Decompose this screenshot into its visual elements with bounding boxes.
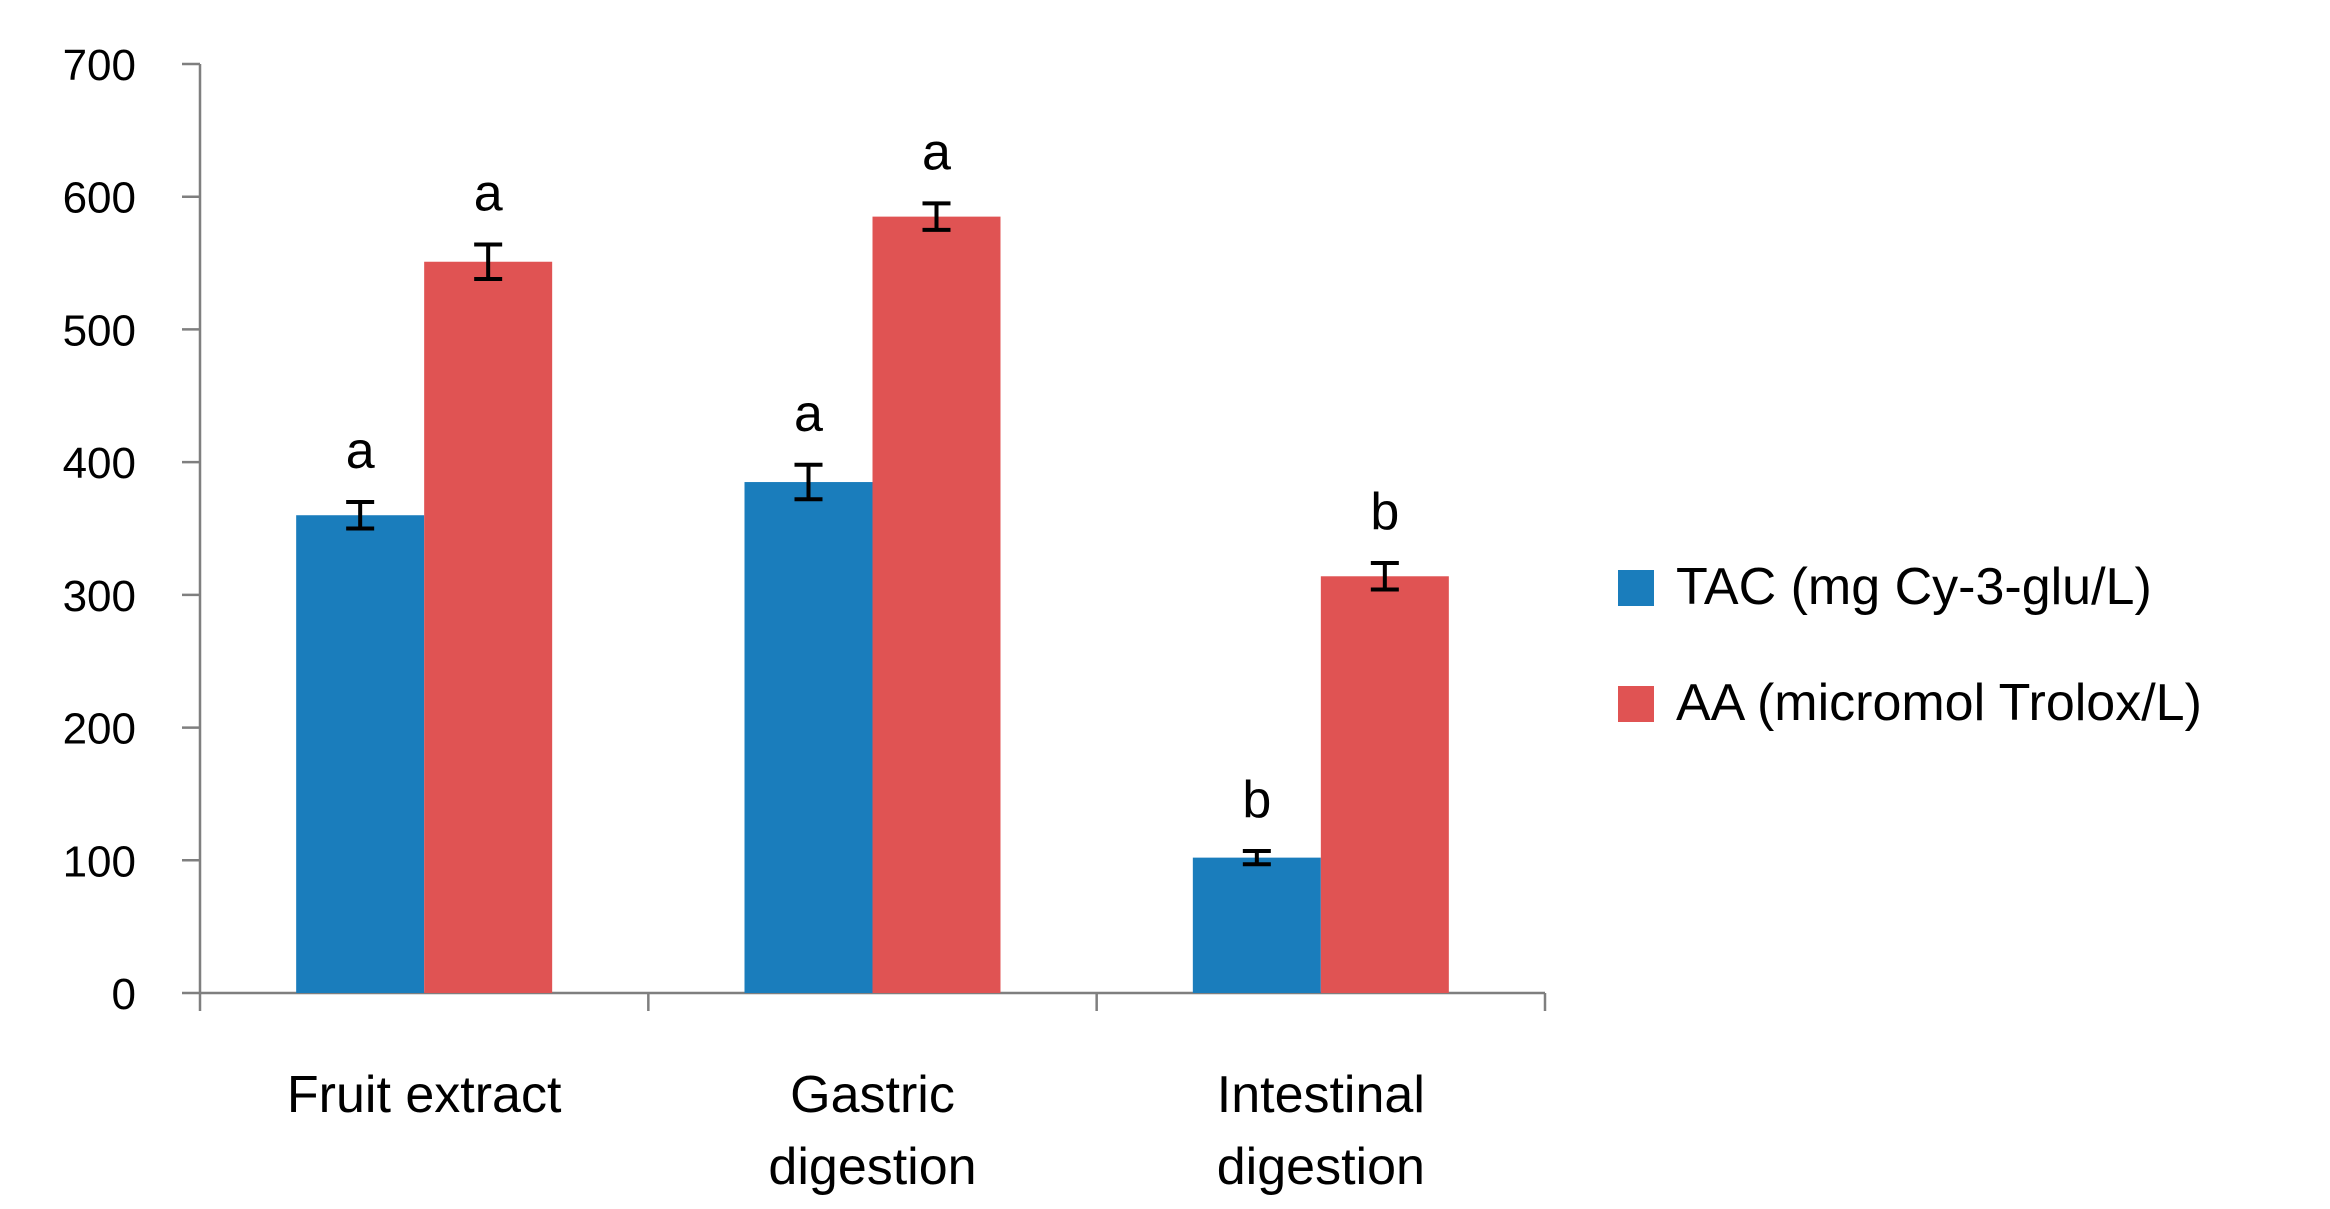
significance-label: a xyxy=(922,123,951,181)
y-tick-label: 300 xyxy=(63,572,136,621)
y-tick-label: 600 xyxy=(63,174,136,223)
bar xyxy=(872,216,1001,993)
x-category-label-line: digestion xyxy=(768,1138,976,1196)
bars: a a b a a b xyxy=(296,123,1449,994)
bar xyxy=(424,261,553,994)
bar xyxy=(1192,857,1321,993)
bar xyxy=(744,482,873,993)
x-category-label: Intestinal digestion xyxy=(1217,1066,1425,1196)
significance-label: a xyxy=(794,385,823,443)
x-category-label-line: Gastric xyxy=(790,1066,955,1124)
significance-label: a xyxy=(346,422,375,480)
y-tick-label: 500 xyxy=(63,306,136,355)
x-category-label: Gastric digestion xyxy=(768,1066,976,1196)
y-tick-label: 400 xyxy=(63,439,136,488)
y-tick-label: 0 xyxy=(112,970,136,1019)
x-category-label: Fruit extract xyxy=(287,1066,562,1124)
x-category-label-line: Fruit extract xyxy=(287,1066,562,1124)
significance-label: b xyxy=(1242,771,1271,829)
x-category-label-line: digestion xyxy=(1217,1138,1425,1196)
y-tick-label: 200 xyxy=(63,705,136,754)
legend-label: TAC (mg Cy-3-glu/L) xyxy=(1676,558,2152,616)
legend-label: AA (micromol Trolox/L) xyxy=(1676,674,2202,732)
x-axis: Fruit extract Gastric digestion Intestinal d… xyxy=(198,991,1547,1196)
significance-label: a xyxy=(474,164,503,222)
y-axis: 0 100 200 300 400 500 600 700 xyxy=(63,41,202,1019)
bar xyxy=(296,515,425,993)
legend-swatch xyxy=(1618,570,1654,606)
significance-label: b xyxy=(1370,483,1399,541)
legend-swatch xyxy=(1618,686,1654,722)
x-category-label-line: Intestinal xyxy=(1217,1066,1425,1124)
y-tick-label: 700 xyxy=(63,41,136,90)
bar xyxy=(1320,576,1449,993)
y-tick-label: 100 xyxy=(63,837,136,886)
legend: TAC (mg Cy-3-glu/L) AA (micromol Trolox/L… xyxy=(1618,558,2202,732)
